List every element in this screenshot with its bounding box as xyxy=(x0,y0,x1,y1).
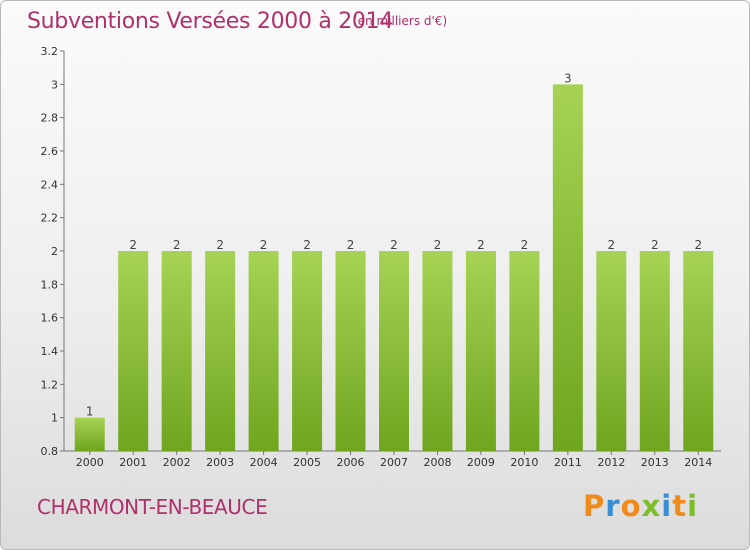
data-label: 2 xyxy=(173,238,181,252)
x-tick-label: 2012 xyxy=(597,456,625,469)
y-tick-label: 2.4 xyxy=(41,178,59,191)
y-tick-label: 3.2 xyxy=(41,45,59,58)
bar xyxy=(161,251,192,451)
bar xyxy=(205,251,236,451)
x-tick-label: 2011 xyxy=(554,456,582,469)
x-tick-label: 2001 xyxy=(119,456,147,469)
x-tick-label: 2000 xyxy=(76,456,104,469)
x-tick-label: 2008 xyxy=(423,456,451,469)
chart-unit: (en milliers d'€) xyxy=(353,14,448,28)
x-tick-label: 2005 xyxy=(293,456,321,469)
bar xyxy=(422,251,453,451)
bar xyxy=(248,251,279,451)
x-tick-label: 2006 xyxy=(337,456,365,469)
y-tick-label: 2.8 xyxy=(41,112,59,125)
data-label: 2 xyxy=(347,238,355,252)
bar xyxy=(465,251,496,451)
y-tick-label: 1.8 xyxy=(41,278,59,291)
bar xyxy=(74,417,105,451)
bar xyxy=(335,251,366,451)
x-tick-label: 2009 xyxy=(467,456,495,469)
data-label: 2 xyxy=(477,238,485,252)
x-tick-label: 2004 xyxy=(250,456,278,469)
data-label: 2 xyxy=(260,238,268,252)
bar xyxy=(379,251,409,451)
chart-title: Subventions Versées 2000 à 2014 xyxy=(27,9,394,34)
y-tick-label: 0.8 xyxy=(41,445,59,458)
y-tick-label: 2 xyxy=(51,245,58,258)
bar xyxy=(118,251,149,451)
y-tick-label: 1.4 xyxy=(41,345,59,358)
y-tick-label: 1.2 xyxy=(41,378,59,391)
data-label: 2 xyxy=(216,238,224,252)
proxiti-logo[interactable]: Proxiti xyxy=(583,489,699,523)
x-tick-label: 2002 xyxy=(163,456,191,469)
bar xyxy=(639,251,670,451)
data-label: 2 xyxy=(608,238,616,252)
data-label: 1 xyxy=(86,405,94,419)
bar xyxy=(552,84,583,451)
x-tick-label: 2010 xyxy=(510,456,538,469)
bar xyxy=(596,251,627,451)
y-tick-label: 2.2 xyxy=(41,212,59,225)
bar xyxy=(683,251,714,451)
data-label: 2 xyxy=(303,238,311,252)
data-label: 2 xyxy=(521,238,529,252)
data-label: 2 xyxy=(390,238,398,252)
bar xyxy=(292,251,323,451)
y-tick-label: 1.6 xyxy=(41,312,59,325)
town-name: CHARMONT-EN-BEAUCE xyxy=(37,495,268,519)
y-tick-label: 3 xyxy=(51,78,58,91)
data-label: 2 xyxy=(434,238,442,252)
y-tick-label: 2.6 xyxy=(41,145,59,158)
x-tick-label: 2013 xyxy=(641,456,669,469)
x-tick-label: 2014 xyxy=(684,456,712,469)
y-tick-label: 1 xyxy=(51,412,58,425)
data-label: 2 xyxy=(651,238,659,252)
x-tick-label: 2003 xyxy=(206,456,234,469)
bar xyxy=(509,251,540,451)
x-tick-label: 2007 xyxy=(380,456,408,469)
data-label: 2 xyxy=(694,238,702,252)
data-label: 3 xyxy=(564,71,572,85)
data-label: 2 xyxy=(129,238,137,252)
